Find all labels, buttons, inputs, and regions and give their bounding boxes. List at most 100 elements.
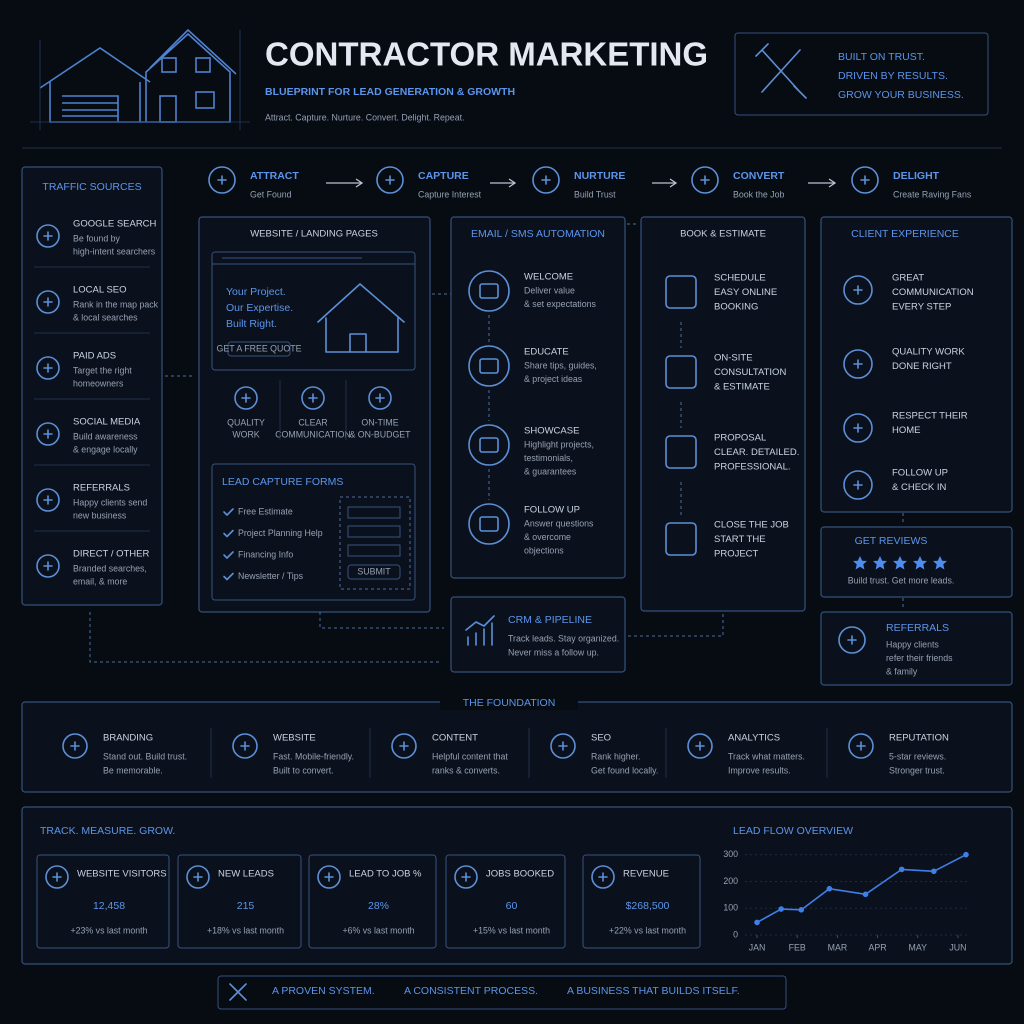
item-desc: & guarantees bbox=[524, 466, 577, 476]
icon bbox=[232, 733, 258, 759]
icon-detail bbox=[853, 285, 863, 295]
item-name: PAID ADS bbox=[73, 351, 116, 362]
step-text: & ESTIMATE bbox=[714, 382, 770, 393]
item-desc: refer their friends bbox=[886, 653, 953, 663]
data-point bbox=[798, 907, 805, 913]
panel-title: REFERRALS bbox=[886, 622, 949, 634]
step-text: CONSULTATION bbox=[714, 367, 786, 378]
kpi-change: +6% vs last month bbox=[342, 925, 414, 935]
step-text: BOOKING bbox=[714, 302, 758, 313]
item-desc: & set expectations bbox=[524, 299, 596, 309]
kpi-value: 12,458 bbox=[93, 900, 125, 912]
data-point bbox=[778, 906, 784, 912]
kpi-value: 28% bbox=[368, 900, 389, 912]
icon bbox=[843, 470, 873, 500]
item-desc: & local searches bbox=[73, 312, 138, 322]
item-desc: Share tips, guides, bbox=[524, 360, 597, 370]
star bbox=[933, 556, 947, 570]
icon-detail bbox=[375, 393, 385, 403]
x-tick-label: JAN bbox=[749, 942, 766, 952]
icon bbox=[234, 386, 258, 410]
footer-text: A CONSISTENT PROCESS. bbox=[404, 985, 538, 997]
icon bbox=[843, 275, 873, 305]
icon-detail bbox=[541, 175, 551, 185]
step-text: & CHECK IN bbox=[892, 482, 947, 493]
item-desc: Rank in the map pack bbox=[73, 299, 159, 309]
feature-label: CLEAR bbox=[298, 417, 327, 427]
icon bbox=[376, 166, 404, 194]
tools-icon bbox=[229, 983, 247, 1001]
kpi-card bbox=[445, 854, 566, 949]
item-name: SEO bbox=[591, 733, 611, 744]
icon-detail bbox=[43, 429, 53, 439]
stage-subtitle: Build Trust bbox=[574, 189, 616, 199]
icon-detail bbox=[241, 393, 251, 403]
icon-detail bbox=[43, 363, 53, 373]
icon bbox=[36, 422, 60, 446]
kpi-value: 215 bbox=[237, 900, 255, 912]
submit-button bbox=[347, 564, 401, 580]
form-mockup bbox=[339, 496, 411, 590]
y-tick-label: 0 bbox=[733, 929, 738, 939]
icon bbox=[479, 358, 499, 374]
icon-detail bbox=[847, 635, 857, 645]
item-desc: Target the right bbox=[73, 365, 132, 375]
feature-label: QUALITY bbox=[227, 417, 265, 427]
item-name: BRANDING bbox=[103, 733, 153, 744]
icon bbox=[532, 166, 560, 194]
data-point bbox=[826, 885, 833, 892]
icon-detail bbox=[558, 741, 568, 751]
item-desc: email, & more bbox=[73, 576, 127, 586]
icon bbox=[368, 386, 392, 410]
icon bbox=[838, 626, 866, 654]
y-tick-label: 100 bbox=[723, 903, 738, 913]
icon-detail bbox=[43, 231, 53, 241]
stage-arrow bbox=[808, 178, 837, 188]
step-text: EASY ONLINE bbox=[714, 287, 777, 298]
item-name: REPUTATION bbox=[889, 733, 949, 744]
icon bbox=[691, 166, 719, 194]
step-text: PROJECT bbox=[714, 549, 759, 560]
step-text: ON-SITE bbox=[714, 353, 753, 364]
icon-detail bbox=[856, 741, 866, 751]
kpi-card bbox=[582, 854, 701, 949]
star bbox=[873, 556, 887, 570]
stage-name: ATTRACT bbox=[250, 170, 299, 182]
item-name: SOCIAL MEDIA bbox=[73, 417, 141, 428]
motto-line: GROW YOUR BUSINESS. bbox=[838, 89, 964, 101]
data-point bbox=[862, 891, 869, 898]
form-field bbox=[347, 525, 401, 538]
stage-name: CAPTURE bbox=[418, 170, 469, 182]
section-title: THE FOUNDATION bbox=[463, 697, 556, 709]
item-name: WELCOME bbox=[524, 272, 573, 283]
kpi-label: NEW LEADS bbox=[218, 869, 274, 880]
icon bbox=[848, 733, 874, 759]
check bbox=[223, 551, 234, 559]
x-tick-label: JUN bbox=[949, 942, 966, 952]
stage-subtitle: Book the Job bbox=[733, 189, 784, 199]
step-text: PROFESSIONAL. bbox=[714, 462, 791, 473]
panel-title: LEAD CAPTURE FORMS bbox=[222, 476, 343, 488]
icon bbox=[591, 865, 615, 889]
hero-mockup bbox=[211, 251, 416, 371]
icon-detail bbox=[700, 175, 710, 185]
hero-text: Your Project. bbox=[226, 286, 286, 298]
icon-ring bbox=[468, 345, 510, 387]
item-desc: Be memorable. bbox=[103, 765, 163, 775]
item-desc: Stronger trust. bbox=[889, 765, 945, 775]
icon bbox=[665, 355, 697, 389]
item-desc: & project ideas bbox=[524, 374, 583, 384]
feature-label: ON-TIME bbox=[361, 417, 398, 427]
stage-subtitle: Capture Interest bbox=[418, 189, 482, 199]
footer-banner bbox=[217, 975, 787, 1010]
line-series bbox=[756, 853, 967, 924]
step-text: EVERY STEP bbox=[892, 302, 951, 313]
book-panel bbox=[640, 216, 806, 612]
icon-detail bbox=[695, 741, 705, 751]
title-backdrop bbox=[440, 694, 578, 710]
item-desc: high-intent searchers bbox=[73, 246, 156, 256]
section-title: TRACK. MEASURE. GROW. bbox=[40, 825, 175, 837]
icon-detail bbox=[193, 872, 203, 882]
icon-detail bbox=[70, 741, 80, 751]
